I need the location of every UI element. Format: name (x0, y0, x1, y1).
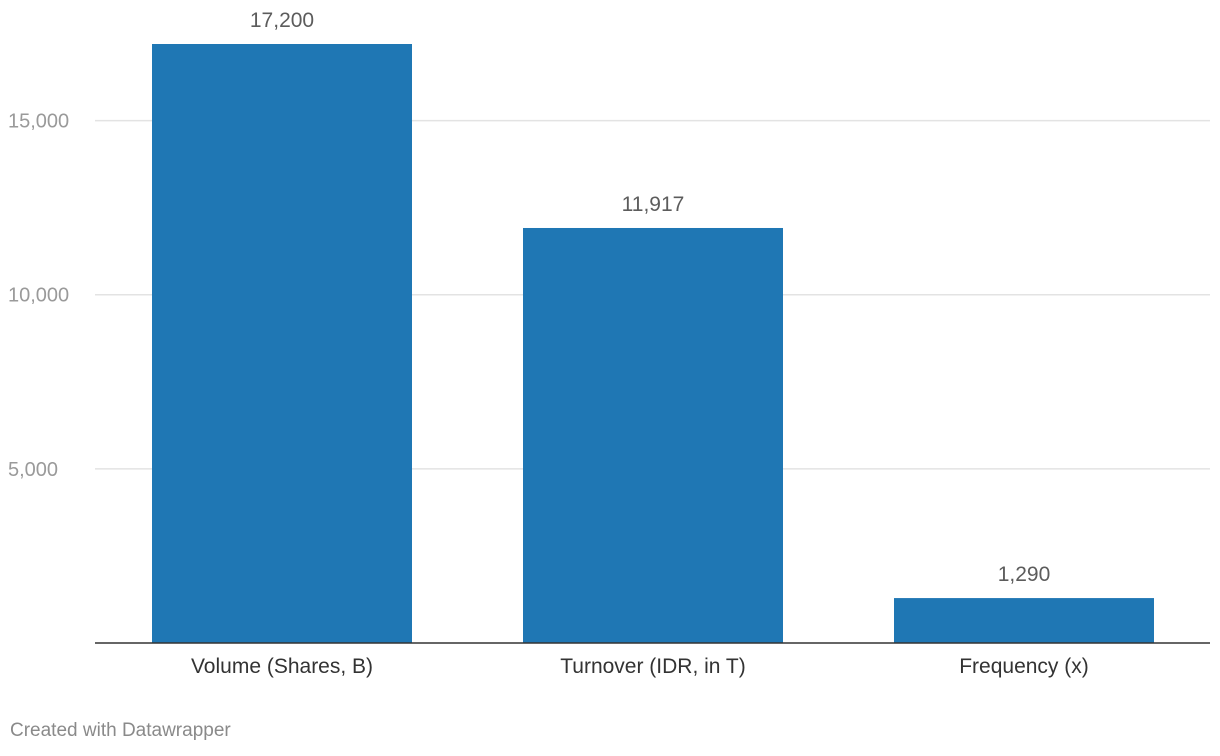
bar (523, 227, 783, 643)
y-tick-label: 10,000 (8, 285, 69, 307)
y-tick-label: 5,000 (8, 459, 58, 481)
bar-value-label: 1,290 (998, 563, 1051, 586)
y-tick-label: 15,000 (8, 111, 69, 133)
x-category-label: Frequency (x) (959, 655, 1089, 678)
bar (894, 598, 1154, 643)
datawrapper-credit: Created with Datawrapper (10, 720, 231, 741)
bar-value-label: 17,200 (250, 9, 314, 32)
x-category-label: Volume (Shares, B) (191, 655, 373, 678)
x-category-label: Turnover (IDR, in T) (560, 655, 746, 678)
bar (152, 44, 412, 643)
bar-value-label: 11,917 (622, 193, 685, 216)
